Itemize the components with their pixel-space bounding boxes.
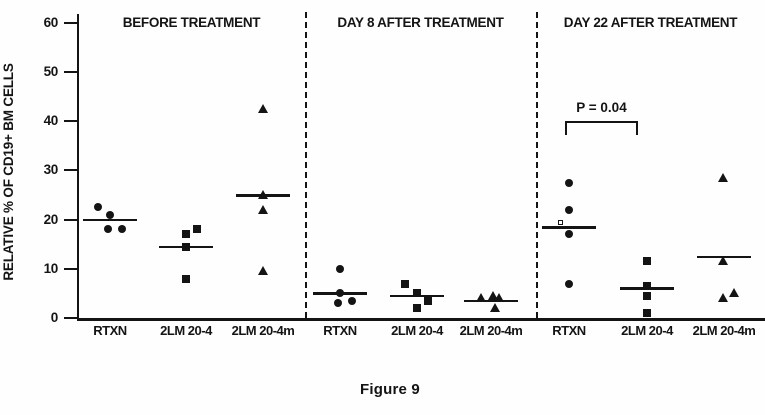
x-axis-group-label: 2LM 20-4m <box>692 323 756 338</box>
x-axis-group-label: 2LM 20-4 <box>391 323 443 338</box>
y-tick-mark <box>64 317 77 319</box>
x-axis-group-label: RTXN <box>552 323 586 338</box>
circle-data-point <box>334 299 342 308</box>
square-data-point <box>424 296 432 305</box>
plot-area: 0 10 20 30 40 50 60 BEFORE TREATMENT RTXN 2LM 20-… <box>43 12 765 338</box>
y-tick-label: 30 <box>43 162 59 178</box>
triangle-data-point <box>258 190 268 199</box>
y-tick-mark <box>64 71 77 73</box>
y-tick-mark <box>64 21 77 24</box>
triangle-data-point <box>476 293 486 303</box>
y-tick-label: 20 <box>43 211 59 227</box>
triangle-data-point <box>490 303 500 313</box>
y-tick-label: 0 <box>50 310 59 325</box>
square-data-point <box>182 242 190 251</box>
triangle-data-point <box>258 204 268 214</box>
square-data-point <box>643 309 651 318</box>
circle-data-point <box>104 225 112 234</box>
circle-data-point <box>94 203 102 212</box>
scan-artifact-dot <box>558 220 563 226</box>
triangle-data-point <box>729 288 739 298</box>
panel-separator-dashed-line <box>305 12 307 318</box>
y-tick-mark <box>64 120 77 123</box>
triangle-data-point <box>718 172 728 182</box>
median-line <box>542 225 596 229</box>
y-tick-mark <box>64 267 77 270</box>
significance-bracket <box>565 121 638 136</box>
y-tick-label: 10 <box>43 260 59 276</box>
y-tick-label: 40 <box>43 113 59 129</box>
square-data-point <box>413 289 421 298</box>
y-tick-mark <box>64 169 77 172</box>
circle-data-point <box>565 205 573 214</box>
panel-title: BEFORE TREATMENT <box>122 15 261 30</box>
y-tick-label: 60 <box>43 14 59 30</box>
figure-caption: Figure 9 <box>360 381 420 398</box>
circle-data-point <box>565 230 573 239</box>
panel-title: DAY 22 AFTER TREATMENT <box>563 15 738 30</box>
square-data-point <box>643 257 651 266</box>
square-data-point <box>401 279 409 288</box>
x-axis-group-label: RTXN <box>323 323 357 338</box>
x-axis-group-label: 2LM 20-4 <box>621 323 673 338</box>
panel-title: DAY 8 AFTER TREATMENT <box>337 15 504 30</box>
x-axis-line <box>77 318 765 321</box>
square-data-point <box>182 274 190 283</box>
circle-data-point <box>118 225 126 234</box>
triangle-data-point <box>494 293 504 303</box>
triangle-data-point <box>488 290 498 300</box>
triangle-data-point <box>718 256 728 266</box>
square-data-point <box>643 282 651 291</box>
triangle-data-point <box>258 103 268 113</box>
square-data-point <box>182 230 190 239</box>
triangle-data-point <box>718 293 728 303</box>
triangle-data-point <box>258 266 268 276</box>
square-data-point <box>193 225 201 234</box>
x-axis-group-label: 2LM 20-4m <box>231 323 295 338</box>
panel-separator-dashed-line <box>536 12 538 318</box>
circle-data-point <box>336 289 344 298</box>
circle-data-point <box>565 178 573 187</box>
x-axis-group-label: RTXN <box>93 323 127 338</box>
circle-data-point <box>565 279 573 288</box>
y-axis-line <box>77 14 79 321</box>
square-data-point <box>413 304 421 313</box>
square-data-point <box>643 291 651 300</box>
x-axis-group-label: 2LM 20-4 <box>160 323 212 338</box>
circle-data-point <box>336 264 344 273</box>
y-tick-mark <box>64 218 77 221</box>
y-tick-label: 50 <box>43 64 59 79</box>
circle-data-point <box>106 210 114 219</box>
x-axis-group-label: 2LM 20-4m <box>459 323 523 338</box>
median-line <box>464 299 518 303</box>
median-line <box>83 218 137 222</box>
circle-data-point <box>348 296 356 305</box>
p-value-label: P = 0.04 <box>576 100 627 116</box>
